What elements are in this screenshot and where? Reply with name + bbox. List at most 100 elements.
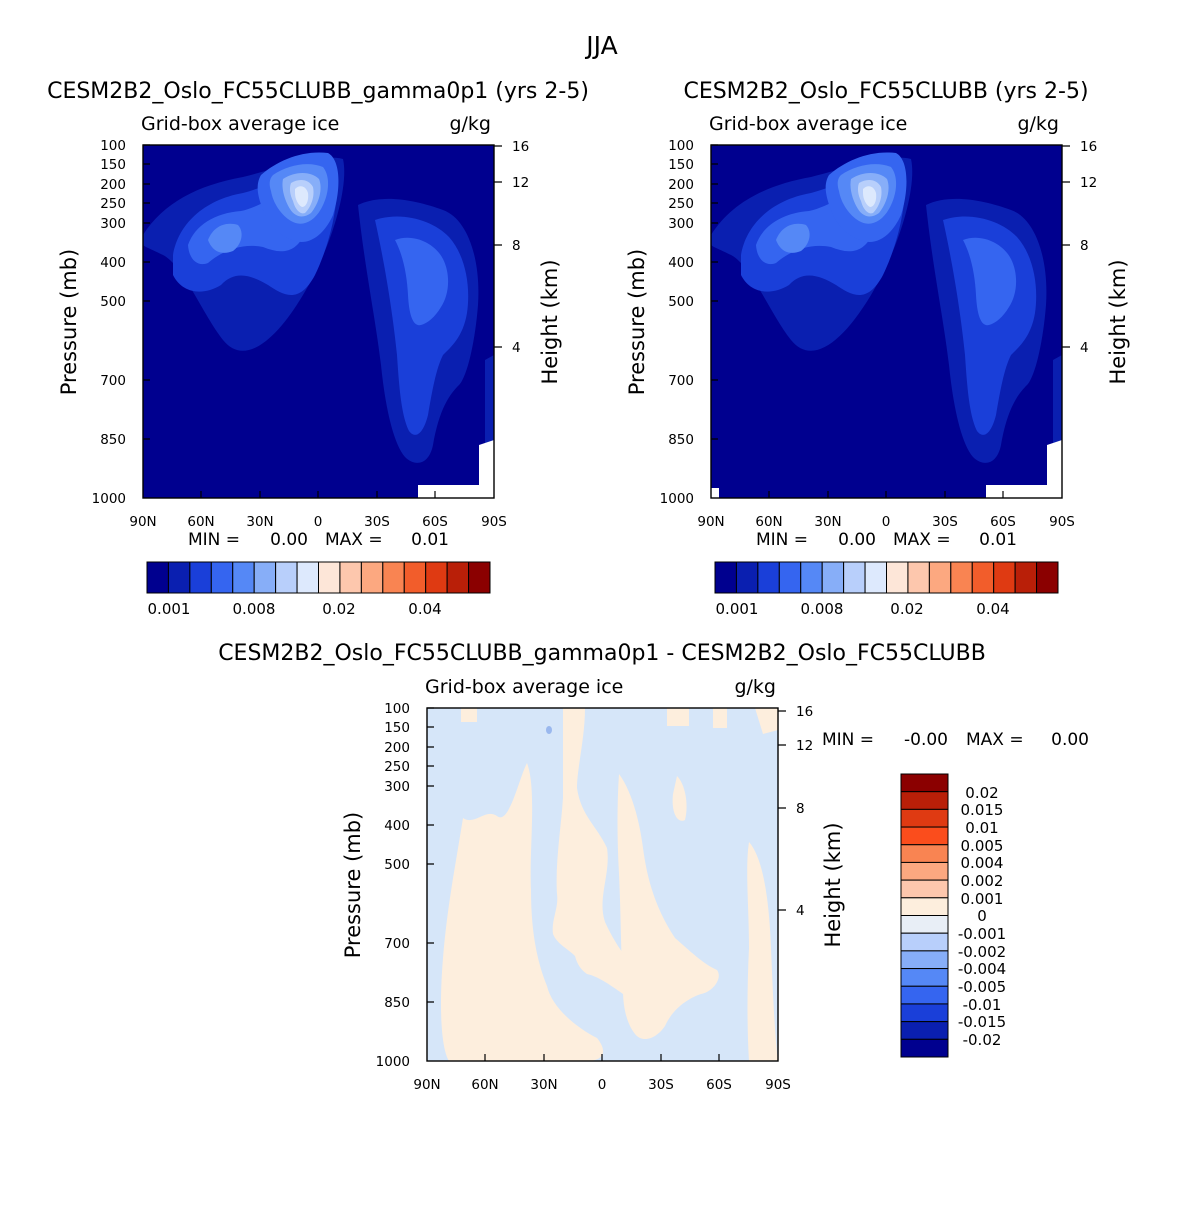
y-tick-label: 1000: [660, 491, 694, 507]
y-tick-label: 250: [100, 196, 126, 212]
colorbar: 0.001 0.008 0.02 0.04: [714, 561, 1059, 618]
y-ticks-left: 100 150 200 250 300 400 500 700 850 1000: [92, 138, 150, 507]
colorbar-label: 0: [977, 907, 987, 925]
x-tick-label: 30N: [814, 514, 841, 530]
y-tick-label: 100: [384, 701, 410, 717]
contour-field: [143, 145, 494, 498]
x-tick-label: 60N: [187, 514, 214, 530]
colorbar-swatch: [735, 561, 759, 594]
colorbar-swatch: [900, 950, 949, 970]
colorbar-swatch: [1036, 561, 1059, 594]
x-tick-label: 90N: [129, 514, 156, 530]
x-tick-label: 60S: [422, 514, 448, 530]
colorbar-swatch: [757, 561, 780, 594]
y-tick-label: 1000: [92, 491, 126, 507]
colorbar-swatch: [900, 915, 949, 934]
x-tick-label: 30S: [648, 1077, 674, 1093]
x-tick-label: 30N: [530, 1077, 557, 1093]
colorbar-swatch: [900, 1021, 949, 1040]
x-tick-label: 30S: [364, 514, 390, 530]
colorbar-swatch: [900, 791, 949, 810]
height-tick-label: 12: [512, 175, 529, 191]
x-tick-label: 60S: [990, 514, 1016, 530]
colorbar-label: 0.001: [716, 600, 759, 618]
colorbar-swatch: [146, 561, 169, 594]
min-label: MIN =: [756, 530, 808, 550]
colorbar-swatch: [425, 561, 448, 594]
y-ticks-left: 100 150 200 250 300 400 500 700 850 1000: [376, 701, 434, 1070]
y-tick-label: 150: [100, 157, 126, 173]
x-tick-label: 60S: [706, 1077, 732, 1093]
colorbar-swatch: [318, 561, 341, 594]
min-value: 0.00: [838, 530, 876, 550]
colorbar-swatch: [339, 561, 362, 594]
height-tick-label: 12: [796, 738, 813, 754]
colorbar-swatch: [167, 561, 191, 594]
colorbar-swatch: [900, 808, 949, 828]
colorbar-swatch: [360, 561, 384, 594]
y-tick-label: 400: [100, 255, 126, 271]
x-tick-label: 90S: [481, 514, 507, 530]
colorbar-label: -0.02: [963, 1031, 1002, 1049]
colorbar-label: -0.002: [958, 943, 1006, 961]
y-tick-label: 150: [668, 157, 694, 173]
y-tick-label: 500: [668, 294, 694, 310]
y-tick-label: 400: [384, 818, 410, 834]
colorbar-label: 0.01: [965, 819, 998, 837]
colorbar-label: -0.005: [958, 978, 1006, 996]
height-tick-label: 8: [796, 801, 805, 817]
colorbar-swatch: [900, 932, 949, 952]
max-value: 0.01: [411, 530, 449, 550]
colorbar-swatch: [189, 561, 212, 594]
x-tick-label: 90S: [1049, 514, 1075, 530]
panel-units: g/kg: [449, 113, 491, 135]
y-tick-label: 250: [668, 196, 694, 212]
colorbar-label: 0.04: [408, 600, 441, 618]
x-ticks: 90N 60N 30N 0 30S 60S 90S: [129, 491, 507, 530]
colorbar-swatch: [468, 561, 491, 594]
colorbar-swatch: [403, 561, 427, 594]
colorbar-swatch: [1014, 561, 1038, 594]
y-tick-label: 100: [100, 138, 126, 154]
colorbar-vertical: 0.02 0.015 0.01 0.005 0.004 0.002 0.001 …: [900, 773, 1006, 1058]
colorbar-swatch: [821, 561, 845, 594]
x-tick-label: 0: [598, 1077, 607, 1093]
y-tick-label: 150: [384, 720, 410, 736]
colorbar-label: 0.004: [961, 854, 1004, 872]
height-tick-label: 8: [1080, 238, 1089, 254]
y-tick-label: 200: [100, 177, 126, 193]
y-tick-label: 700: [384, 936, 410, 952]
panel-title: CESM2B2_Oslo_FC55CLUBB_gamma0p1 (yrs 2-5…: [47, 79, 589, 104]
colorbar-swatch: [900, 826, 949, 846]
y-ticks-left: 100 150 200 250 300 400 500 700 850 1000: [660, 138, 718, 507]
panel-difference: CESM2B2_Oslo_FC55CLUBB_gamma0p1 - CESM2B…: [218, 641, 1089, 1093]
y-axis-label: Pressure (mb): [625, 249, 649, 396]
colorbar-swatch: [210, 561, 234, 594]
colorbar-swatch: [714, 561, 737, 594]
height-tick-label: 16: [512, 139, 529, 155]
colorbar-swatch: [900, 844, 949, 863]
height-tick-label: 16: [796, 704, 813, 720]
colorbar-label: 0.008: [801, 600, 844, 618]
colorbar-label: 0.008: [233, 600, 276, 618]
colorbar-label: -0.001: [958, 925, 1006, 943]
colorbar-swatch: [900, 985, 949, 1005]
x-tick-label: 90S: [765, 1077, 791, 1093]
panel-subtitle-left: Grid-box average ice: [425, 676, 623, 698]
y-tick-label: 200: [384, 740, 410, 756]
colorbar-swatch: [900, 861, 949, 881]
colorbar-swatch: [907, 561, 930, 594]
colorbar-label: 0.001: [961, 890, 1004, 908]
x-tick-label: 30N: [246, 514, 273, 530]
colorbar-swatch: [843, 561, 866, 594]
colorbar-swatch: [900, 968, 949, 987]
colorbar-swatch: [950, 561, 973, 594]
colorbar-swatch: [296, 561, 319, 594]
difference-field: [427, 708, 778, 1061]
panel-subtitle-left: Grid-box average ice: [709, 113, 907, 135]
panel-control: CESM2B2_Oslo_FC55CLUBB (yrs 2-5) Grid-bo…: [625, 79, 1130, 618]
y-tick-label: 500: [384, 857, 410, 873]
min-label: MIN =: [188, 530, 240, 550]
colorbar-swatch: [971, 561, 995, 594]
